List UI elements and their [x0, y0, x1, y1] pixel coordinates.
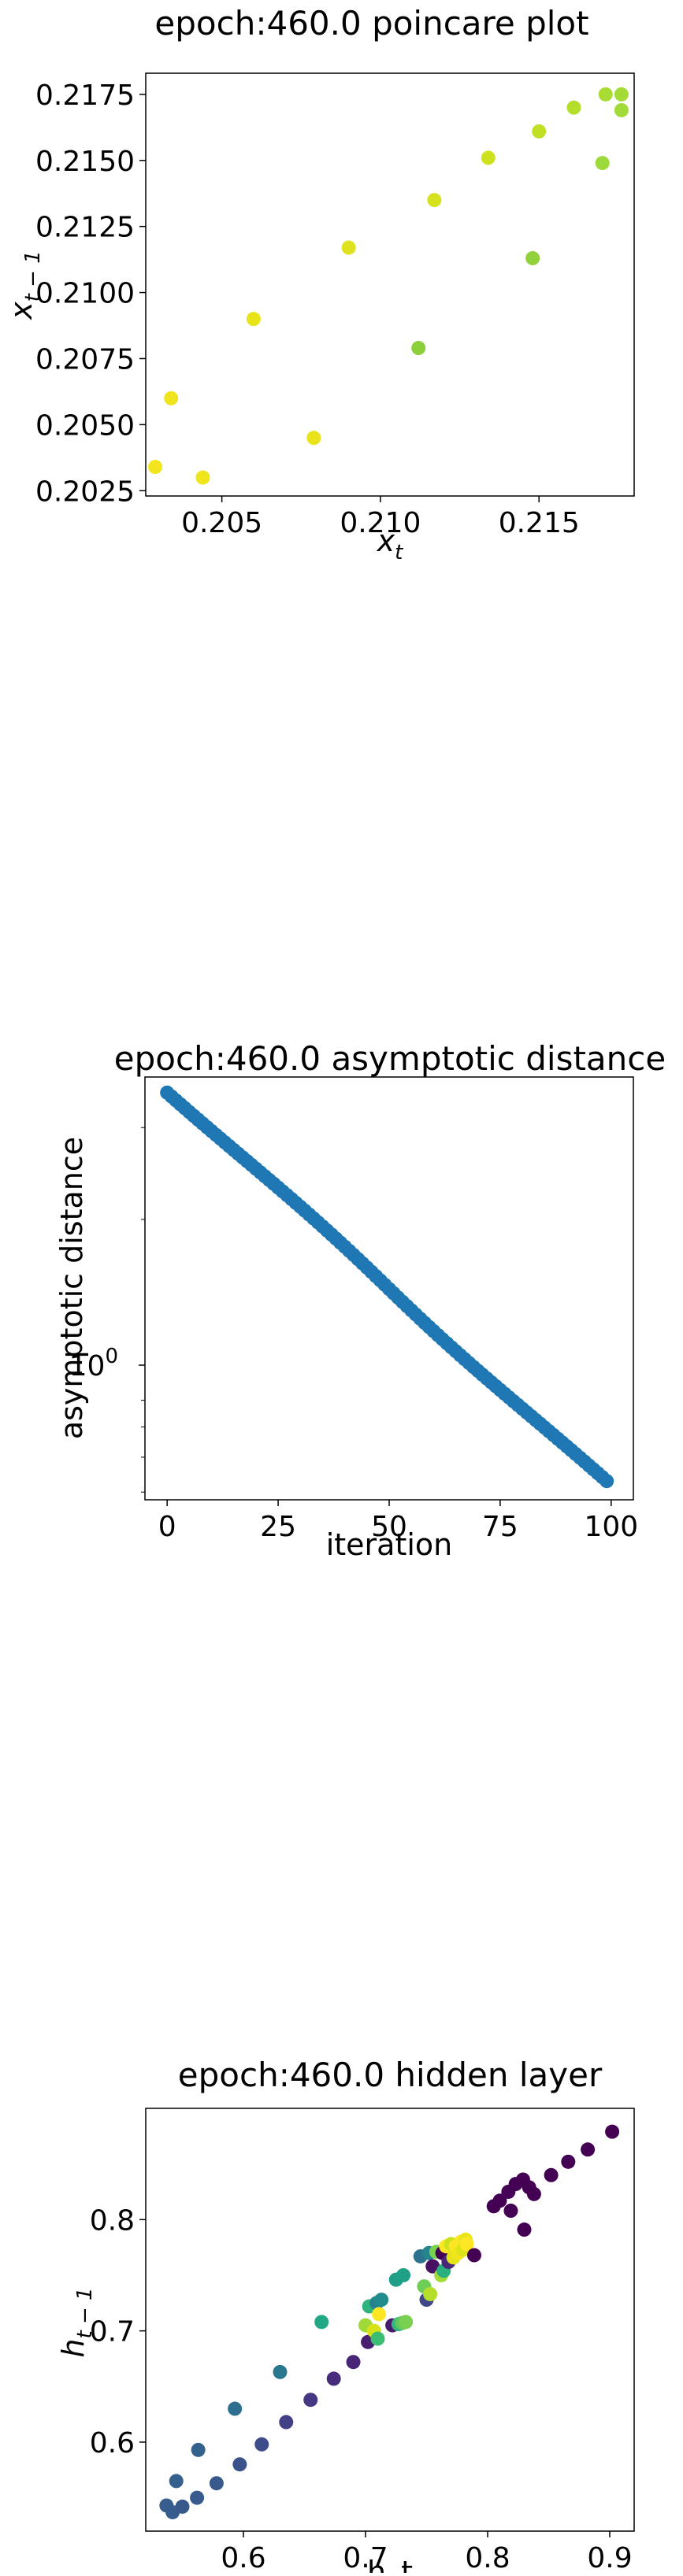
scatter-point	[370, 2331, 385, 2346]
asymptotic-y-ticks: 100	[69, 1127, 145, 1493]
scatter-point	[525, 250, 540, 265]
y-tick-label: 0.2050	[35, 409, 135, 442]
y-tick-label: 0.2075	[35, 343, 135, 376]
hidden-layer-x-ticks: 0.6 0.7 0.8 0.9	[221, 2531, 633, 2574]
hidden-layer-plot-frame	[145, 2108, 635, 2532]
scatter-point	[306, 431, 321, 446]
scatter-point	[273, 2364, 288, 2379]
scatter-point	[246, 312, 261, 327]
x-tick-label: 0.6	[221, 2542, 265, 2573]
asymptotic-x-ticks: 0 25 50 75 100	[158, 1500, 638, 1543]
scatter-point	[191, 2442, 206, 2457]
scatter-point	[481, 150, 496, 165]
hidden-layer-title: epoch:460.0 hidden layer	[178, 2056, 603, 2094]
asymptotic-y-tick-base: 10	[69, 1350, 106, 1382]
scatter-point	[425, 2259, 440, 2274]
poincare-x-label: xt	[377, 524, 404, 564]
scatter-point	[209, 2476, 224, 2491]
x-tick-label: 0.205	[181, 507, 262, 539]
x-tick-label: 0.9	[587, 2542, 632, 2573]
hidden-layer-y-label: ht − 1	[56, 2287, 97, 2357]
asymptotic-x-label: iteration	[326, 1527, 453, 1562]
scatter-point	[374, 2293, 389, 2308]
y-tick-label: 0.2150	[35, 146, 135, 178]
scatter-point	[532, 124, 547, 139]
scatter-point	[599, 1474, 614, 1489]
scatter-point	[517, 2223, 532, 2237]
hidden-layer-points	[159, 2124, 620, 2519]
scatter-point	[544, 2167, 559, 2182]
x-tick-label: 0.8	[465, 2542, 510, 2573]
scatter-point	[279, 2415, 294, 2430]
x-tick-label: 75	[482, 1511, 518, 1543]
hidden-layer-chart: epoch:460.0 hidden layer 0.6 0.7 0.8 0.9 0.…	[56, 2056, 635, 2576]
scatter-point	[254, 2437, 269, 2452]
scatter-point	[492, 2193, 507, 2208]
poincare-title: epoch:460.0 poincare plot	[154, 4, 588, 43]
x-tick-label: 0.7	[343, 2542, 388, 2573]
y-tick-label: 0.2100	[35, 278, 135, 310]
asymptotic-title: epoch:460.0 asymptotic distance	[114, 1039, 666, 1078]
scatter-point	[228, 2401, 243, 2416]
y-tick-label: 0.8	[90, 2204, 135, 2237]
scatter-point	[346, 2355, 361, 2370]
scatter-point	[595, 156, 610, 171]
poincare-y-ticks: 0.2025 0.2050 0.2075 0.2100 0.2125 0.2150 0.21…	[35, 80, 146, 508]
x-tick-label: 0.215	[499, 507, 580, 539]
scatter-point	[423, 2286, 438, 2301]
asymptotic-y-tick-label: 100	[69, 1345, 118, 1382]
hidden-layer-y-ticks: 0.6 0.7 0.8	[90, 2204, 146, 2459]
scatter-point	[526, 2186, 541, 2201]
scatter-point	[175, 2499, 190, 2514]
poincare-x-ticks: 0.205 0.210 0.215	[181, 496, 580, 539]
asymptotic-y-label: asymptotic distance	[54, 1137, 89, 1439]
x-tick-label: 25	[260, 1511, 296, 1543]
x-tick-label: 100	[584, 1511, 638, 1543]
y-tick-label: 0.6	[90, 2427, 135, 2459]
scatter-point	[314, 2315, 329, 2330]
x-tick-label: 50	[371, 1511, 407, 1543]
asymptotic-chart: epoch:460.0 asymptotic distance 0 25 50 75 1…	[54, 1039, 666, 1562]
x-tick-label: 0.210	[340, 507, 421, 539]
scatter-point	[459, 2237, 474, 2252]
y-tick-label: 0.2175	[35, 80, 135, 112]
scatter-point	[466, 2248, 481, 2263]
scatter-point	[164, 390, 179, 405]
scatter-point	[614, 87, 629, 102]
asymptotic-points	[160, 1085, 614, 1489]
scatter-point	[399, 2315, 414, 2330]
y-tick-label: 0.2125	[35, 212, 135, 244]
poincare-plot-frame	[145, 72, 635, 497]
scatter-point	[190, 2490, 205, 2505]
poincare-points	[148, 87, 629, 485]
scatter-point	[411, 341, 426, 356]
scatter-point	[372, 2307, 387, 2322]
scatter-point	[396, 2267, 411, 2282]
scatter-point	[566, 100, 581, 115]
y-tick-label: 0.7	[90, 2316, 135, 2348]
scatter-point	[148, 460, 163, 475]
scatter-point	[169, 2474, 184, 2489]
scatter-point	[503, 2204, 518, 2219]
scatter-point	[614, 102, 629, 117]
scatter-point	[232, 2457, 247, 2472]
scatter-point	[598, 87, 613, 102]
scatter-point	[326, 2371, 341, 2386]
scatter-point	[341, 240, 356, 255]
scatter-point	[195, 470, 210, 485]
scatter-point	[427, 193, 442, 208]
poincare-y-label: xt − 1	[4, 250, 45, 320]
asymptotic-y-tick-exponent: 0	[105, 1345, 118, 1368]
scatter-point	[561, 2154, 576, 2169]
scatter-point	[581, 2142, 596, 2157]
y-tick-label: 0.2025	[35, 476, 135, 508]
scatter-point	[605, 2124, 620, 2139]
poincare-chart: epoch:460.0 poincare plot 0.205 0.210 0.21…	[4, 4, 635, 564]
x-tick-label: 0	[158, 1511, 176, 1543]
scatter-point	[303, 2393, 318, 2408]
hidden-layer-x-label: h_t	[367, 2555, 413, 2573]
